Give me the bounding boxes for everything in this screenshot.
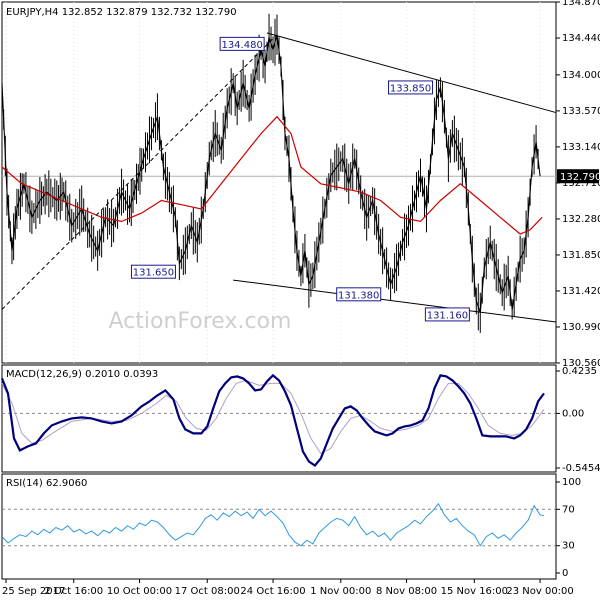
macd-panel-frame (1, 364, 557, 473)
rsi-panel: 100 70 30 0 RSI(14) 62.9060 (1, 473, 581, 580)
watermark: ActionForex.com (109, 309, 292, 334)
level-label-box-1 (388, 80, 434, 95)
price-tick-label-0: 134.870 (562, 0, 600, 8)
level-label-4: 131.160 (427, 310, 468, 321)
price-tick-label-6: 132.280 (562, 214, 600, 225)
price-panel: 134.870 134.440 134.000 133.570 133.140 132.7… (1, 0, 600, 369)
current-price-tag (557, 169, 599, 184)
level-label-3: 131.380 (338, 290, 379, 301)
level-label-box-3 (336, 287, 382, 302)
moving-average-line (1, 115, 543, 235)
x-tick-label-8: 23 Nov 00:00 (506, 586, 573, 597)
rsi-panel-frame (1, 473, 557, 580)
price-tick-label-5: 132.710 (562, 178, 600, 189)
rsi-tick-label-2: 30 (562, 541, 575, 552)
macd-tick-label-0: 0.4235 (562, 366, 597, 377)
price-tick-label-10: 130.560 (562, 358, 600, 369)
price-tick-label-7: 131.850 (562, 250, 600, 261)
x-tick-label-0: 25 Sep 2017 (2, 586, 65, 597)
x-tick-label-4: 24 Oct 16:00 (240, 586, 305, 597)
macd-panel: 0.4235 0.00 -0.5454 MACD(12,26,9) 0.2010 0.… (0, 364, 600, 474)
price-tick-label-9: 130.990 (562, 322, 600, 333)
level-label-0: 134.480 (221, 40, 262, 51)
price-chart-title: EURJPY,H4 132.852 132.879 132.732 132.79… (6, 7, 237, 18)
macd-tick-label-1: 0.00 (562, 408, 584, 419)
rsi-tick-label-0: 100 (562, 477, 581, 488)
rsi-line (1, 502, 545, 547)
macd-signal-line (1, 379, 545, 455)
x-tick-label-7: 15 Nov 16:00 (441, 586, 508, 597)
trendline-2 (233, 279, 557, 323)
level-label-box-2 (130, 264, 176, 279)
x-tick-label-6: 8 Nov 08:00 (376, 586, 437, 597)
level-label-2: 131.650 (133, 268, 174, 279)
trendline-0 (1, 34, 278, 310)
level-label-box-4 (424, 307, 470, 322)
x-tick-label-2: 10 Oct 00:00 (107, 586, 172, 597)
macd-tick-label-2: -0.5454 (562, 463, 600, 474)
x-tick-label-5: 1 Nov 00:00 (310, 586, 371, 597)
macd-title: MACD(12,26,9) 0.2010 0.0393 (6, 369, 158, 380)
rsi-tick-label-3: 0 (562, 568, 568, 579)
price-tick-label-1: 134.440 (562, 33, 600, 44)
price-tick-label-8: 131.420 (562, 286, 600, 297)
trendline-1 (266, 32, 557, 114)
price-tick-label-3: 133.570 (562, 106, 600, 117)
level-label-box-0 (219, 36, 265, 51)
x-tick-label-3: 17 Oct 08:00 (175, 586, 240, 597)
price-tick-label-4: 133.140 (562, 142, 600, 153)
current-price-label: 132.790 (560, 172, 600, 183)
macd-line (0, 373, 545, 467)
x-tick-label-1: 2 Oct 16:00 (44, 586, 103, 597)
rsi-title: RSI(14) 62.9060 (6, 478, 87, 489)
rsi-tick-label-1: 70 (562, 504, 575, 515)
price-tick-label-2: 134.000 (562, 70, 600, 81)
level-label-1: 133.850 (390, 83, 431, 94)
